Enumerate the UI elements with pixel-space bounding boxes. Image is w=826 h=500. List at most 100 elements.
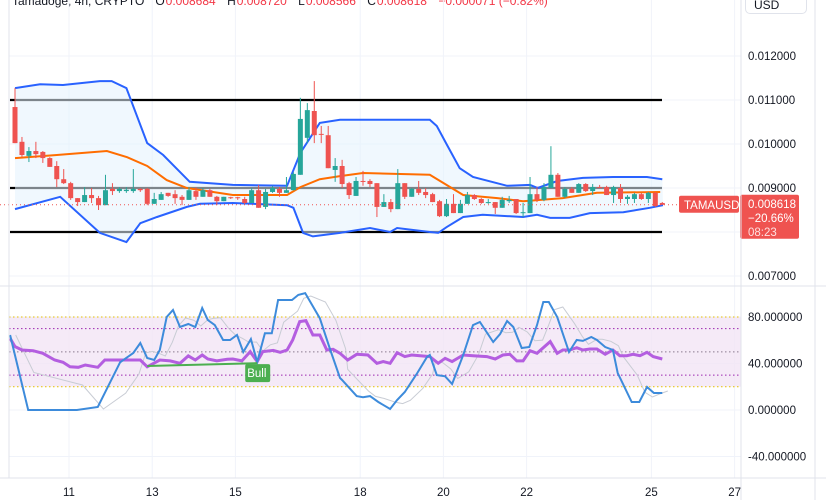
bull-label-box	[245, 364, 271, 383]
bar-countdown: 08:23	[748, 227, 777, 239]
time-tick: 20	[437, 487, 450, 499]
price-tick: 0.007000	[748, 271, 796, 283]
candle-body	[54, 166, 60, 180]
candle-body	[207, 190, 213, 197]
candle-body	[478, 199, 484, 203]
candle-body	[96, 198, 102, 206]
candle-body	[611, 187, 617, 196]
oscillator-band-fill	[9, 317, 741, 387]
price-axis[interactable]: 0.012000 0.011000 0.010000 0.009000 0.007000	[748, 51, 796, 283]
bollinger-bands	[14, 80, 664, 244]
legend-header: Tamadoge, 4h, CRYPTO O0.008684 H0.008720…	[12, 0, 556, 8]
candle-body	[297, 118, 303, 175]
candle-body	[186, 190, 192, 200]
close-label: C	[367, 0, 376, 8]
candle-body	[200, 190, 206, 197]
time-tick: 22	[520, 487, 533, 499]
candle-body	[367, 180, 373, 185]
low-label: L	[298, 0, 305, 8]
candle-body	[12, 107, 18, 144]
candle-body	[527, 194, 533, 214]
candles	[12, 81, 665, 218]
candle-body	[513, 199, 519, 214]
candle-body	[256, 190, 262, 208]
last-price-change: −20.66%	[748, 213, 794, 225]
price-tick: 0.011000	[748, 95, 795, 107]
candle-body	[555, 174, 561, 197]
candle-body	[144, 188, 150, 204]
candle-body	[158, 194, 164, 200]
candle-body	[47, 158, 53, 167]
candle-body	[450, 203, 456, 214]
candle-body	[645, 192, 651, 199]
open-label: O	[155, 0, 165, 8]
candle-body	[485, 202, 491, 204]
candle-body	[270, 188, 276, 192]
candle-body	[304, 110, 310, 138]
time-tick: 11	[63, 487, 75, 499]
candle-body	[82, 195, 88, 203]
candle-body	[374, 183, 380, 207]
candle-body	[444, 203, 450, 217]
oscillator-axis[interactable]: 80.000000 40.000000 0.000000 -40.000000	[748, 312, 806, 464]
oscillator-pane: Bull	[8, 291, 741, 411]
candle-body	[659, 202, 665, 205]
candle-body	[409, 188, 415, 197]
candle-body	[116, 188, 122, 192]
candle-body	[172, 194, 178, 199]
price-tick: 0.010000	[748, 139, 796, 151]
candle-body	[102, 190, 108, 206]
symbol-title[interactable]: Tamadoge, 4h, CRYPTO	[12, 0, 145, 8]
candle-body	[541, 187, 547, 200]
candle-body	[402, 183, 408, 197]
candle-body	[137, 188, 143, 191]
candle-body	[263, 191, 269, 207]
candle-body	[221, 196, 227, 202]
candle-body	[360, 180, 366, 182]
candle-body	[123, 189, 129, 192]
candle-body	[353, 180, 359, 196]
candle-body	[388, 202, 394, 210]
candle-body	[311, 111, 317, 136]
candle-body	[151, 199, 157, 204]
candle-body	[583, 184, 589, 192]
candle-body	[437, 201, 443, 217]
candle-body	[597, 187, 603, 189]
candle-body	[590, 187, 596, 192]
candle-body	[283, 190, 289, 193]
candle-body	[569, 188, 575, 193]
candle-body	[430, 194, 436, 203]
candle-body	[249, 190, 255, 203]
candle-body	[318, 133, 324, 135]
candle-body	[346, 183, 352, 196]
candle-body	[61, 179, 67, 184]
time-axis[interactable]: 11 13 15 18 20 22 25 27	[63, 487, 741, 499]
candle-body	[276, 188, 282, 193]
symbol-tag: TAMAUSD	[679, 195, 739, 213]
candle-body	[214, 196, 220, 202]
candle-body	[534, 194, 540, 200]
candle-body	[471, 195, 477, 199]
time-tick: 18	[354, 487, 367, 499]
candle-body	[506, 199, 512, 202]
candle-body	[464, 195, 470, 204]
low-value: 0.008566	[305, 0, 356, 8]
oscillator-tick: 80.000000	[748, 312, 802, 324]
candle-body	[520, 212, 526, 214]
candle-body	[109, 188, 115, 192]
candle-body	[290, 173, 296, 191]
currency-button[interactable]: USD	[745, 0, 807, 14]
candle-body	[75, 198, 81, 203]
close-value: 0.008618	[376, 0, 427, 8]
candle-body	[548, 174, 554, 188]
candle-body	[652, 192, 658, 207]
candle-body	[26, 151, 32, 156]
price-tick: 0.009000	[748, 183, 796, 195]
candle-body	[499, 199, 505, 208]
open-value: 0.008684	[165, 0, 216, 8]
candle-body	[332, 166, 338, 170]
candle-body	[604, 187, 610, 196]
candle-body	[228, 197, 234, 199]
